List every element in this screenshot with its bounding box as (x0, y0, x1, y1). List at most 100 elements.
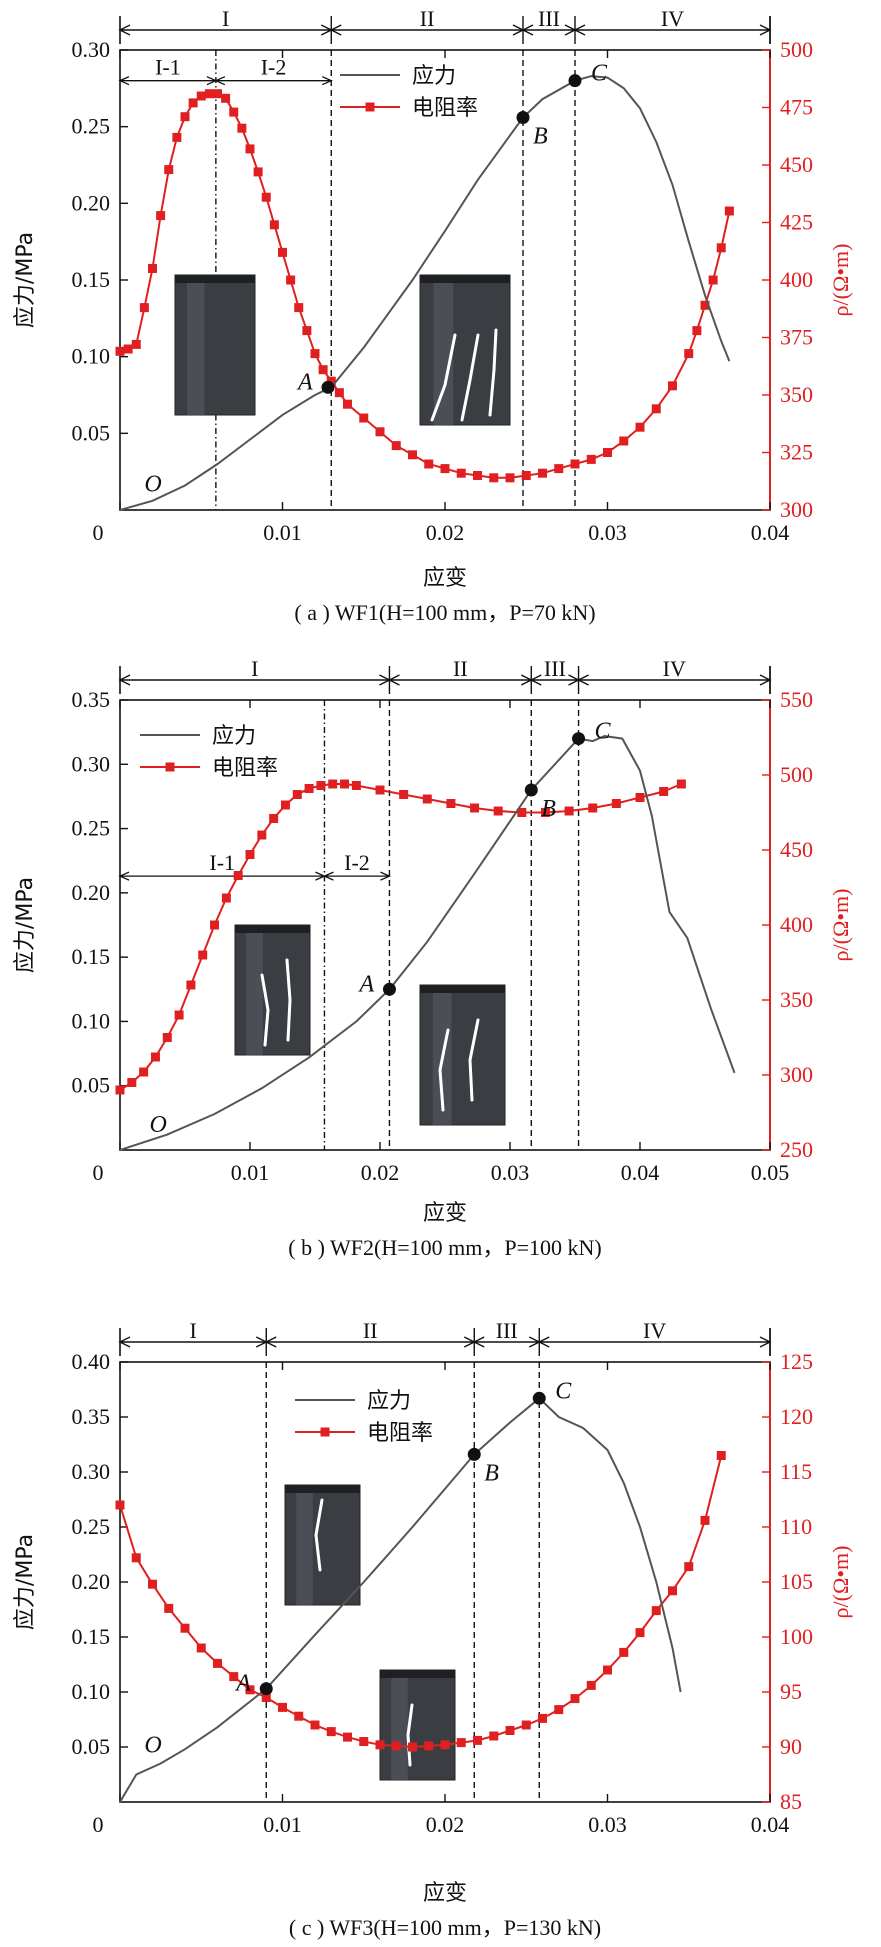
resistivity-point (473, 471, 482, 480)
resistivity-point (391, 1741, 401, 1751)
y-tick-label: 0.30 (72, 37, 111, 62)
resistivity-point (221, 893, 231, 903)
stage-label: III (544, 656, 566, 681)
resistivity-point (456, 468, 466, 478)
x-tick-label: 0.04 (621, 1160, 660, 1185)
resistivity-point (213, 1658, 222, 1668)
resistivity-point (229, 1672, 239, 1682)
legend-label-resistivity: 电阻率 (412, 96, 478, 121)
resistivity-point (139, 303, 149, 313)
y2-tick-label: 425 (780, 210, 813, 235)
specimen-photo (174, 274, 256, 416)
resistivity-point (588, 803, 598, 813)
y-axis-label: 应力/MPa (13, 1534, 38, 1630)
chart-panel-0: 0 0.01 0.02 0.03 0.04 0.05 0.10 0.15 0.20 0.25 0.3… (13, 6, 853, 625)
specimen-top (175, 275, 255, 283)
key-point-marker (532, 1391, 546, 1405)
key-point-marker (382, 982, 396, 996)
key-point-marker (516, 110, 530, 124)
crack-mark (314, 1498, 324, 1572)
key-point-label: C (595, 719, 612, 745)
y-tick-label: 0.15 (72, 1624, 111, 1649)
resistivity-point (635, 422, 645, 432)
specimen-top (380, 1670, 455, 1678)
key-point-label: A (357, 971, 374, 997)
resistivity-point (245, 1685, 255, 1695)
crack-mark (438, 1028, 450, 1112)
resistivity-point (210, 920, 220, 930)
resistivity-point (692, 326, 702, 336)
y-tick-label: 0.35 (72, 687, 111, 712)
y2-tick-label: 500 (780, 762, 813, 787)
crack-mark (285, 958, 292, 1042)
resistivity-point (375, 785, 385, 795)
key-point-label: B (484, 1460, 499, 1486)
resistivity-point (570, 1694, 580, 1704)
resistivity-point (359, 1737, 369, 1746)
resistivity-point (198, 950, 208, 960)
resistivity-point (391, 441, 401, 451)
resistivity-point (213, 89, 222, 99)
legend-label-stress: 应力 (212, 724, 256, 749)
resistivity-point (651, 1606, 661, 1616)
resistivity-point (408, 1742, 417, 1752)
resistivity-point (440, 1740, 450, 1750)
y2-tick-label: 90 (780, 1734, 802, 1759)
y-tick-label: 0.15 (72, 267, 111, 292)
stage-label: I (222, 6, 229, 31)
substage-arrow-head-right (380, 871, 392, 881)
legend-label-stress: 应力 (412, 64, 456, 89)
resistivity-point (424, 1741, 434, 1751)
resistivity-point (148, 1579, 157, 1589)
resistivity-point (304, 784, 314, 793)
key-point-label: A (296, 369, 313, 395)
resistivity-point (538, 1713, 547, 1723)
resistivity-point (456, 1738, 466, 1748)
resistivity-point (521, 471, 531, 480)
y2-tick-label: 475 (780, 95, 813, 120)
resistivity-point (470, 803, 480, 813)
y-tick-label: 0.20 (72, 1569, 111, 1594)
resistivity-point (554, 1705, 564, 1715)
y-tick-label: 0.10 (72, 1679, 111, 1704)
crack-mark (406, 1703, 414, 1767)
specimen-photo (234, 924, 311, 1056)
resistivity-point (310, 1720, 320, 1730)
resistivity-point (123, 344, 133, 354)
resistivity-point (286, 275, 296, 285)
resistivity-point (684, 1562, 694, 1572)
x-axis-label: 应变 (423, 566, 467, 591)
resistivity-point (716, 243, 726, 253)
resistivity-point (221, 93, 231, 103)
resistivity-point (326, 376, 336, 386)
stage-label: I (189, 1318, 196, 1343)
stage-arrow-head-left (529, 674, 542, 686)
substage-arrow-head-left (118, 871, 130, 881)
crack-mark (488, 328, 498, 417)
resistivity-point (233, 871, 243, 880)
resistivity-point (131, 1553, 141, 1563)
chart-panel-1: 0 0.01 0.02 0.03 0.04 0.05 0.05 0.10 0.15 0.20 0.2… (13, 656, 853, 1260)
y2-axis-label: ρ/(Ω•m) (828, 1546, 853, 1619)
stage-arrow-head-left (537, 1336, 550, 1348)
y-tick-label: 0.20 (72, 190, 111, 215)
legend-marker-resistivity (320, 1427, 330, 1437)
resistivity-point (375, 1740, 385, 1750)
resistivity-point (318, 365, 328, 375)
y2-tick-label: 325 (780, 440, 813, 465)
resistivity-point (619, 1647, 629, 1657)
resistivity-point (684, 349, 694, 359)
resistivity-point (343, 1732, 352, 1742)
y2-axis-label: ρ/(Ω•m) (828, 244, 853, 317)
resistivity-point (150, 1052, 160, 1062)
resistivity-point (651, 404, 661, 414)
specimen-top (285, 1485, 360, 1493)
stage-arrow-head-left (521, 24, 534, 36)
resistivity-point (115, 346, 125, 356)
resistivity-point (127, 1078, 137, 1087)
x-tick-label: 0.02 (361, 1160, 400, 1185)
specimen-highlight (296, 1485, 313, 1605)
resistivity-point (115, 1500, 125, 1510)
figure-caption: ( a ) WF1(H=100 mm，P=70 kN) (294, 600, 595, 625)
resistivity-point (294, 1711, 304, 1721)
